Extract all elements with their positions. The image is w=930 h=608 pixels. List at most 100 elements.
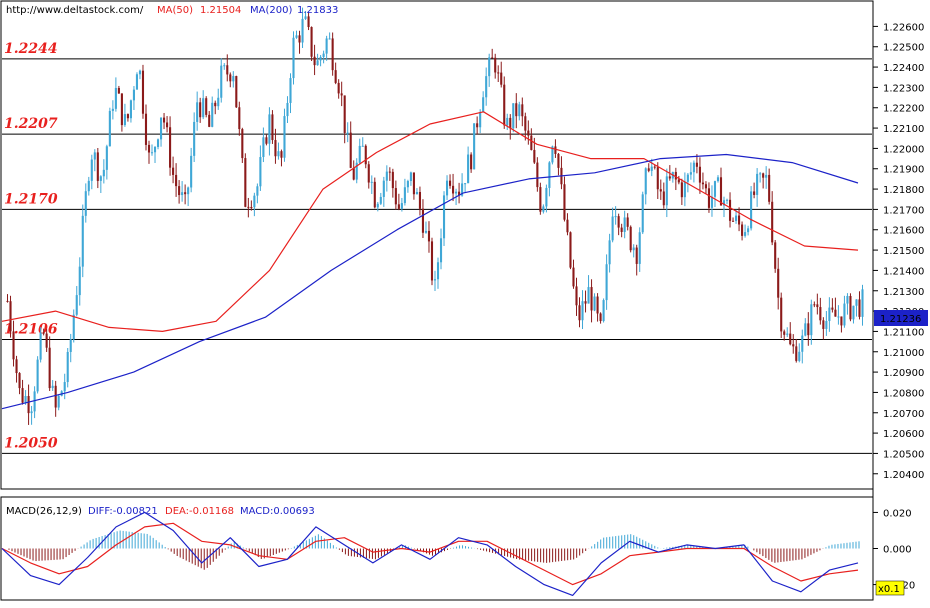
candle [738,207,741,232]
candle [674,167,677,191]
candle [650,158,653,177]
price-tick-label-15: 1.21100 [883,327,924,338]
candle [226,54,229,82]
candle [683,172,686,207]
candle [412,172,415,200]
candle [391,168,394,198]
price-tick-label-6: 1.22000 [883,144,924,155]
candle [316,53,319,66]
candle [75,286,78,317]
macd-tick-label-1: 0.000 [883,545,912,556]
candle [289,73,292,114]
candle [277,142,280,160]
candle [301,7,304,48]
candle [169,116,172,176]
ma200-line [1,153,859,410]
candle [698,157,701,194]
candle [575,277,578,316]
candle [572,259,575,289]
candle [307,12,310,31]
candle [319,55,322,67]
candle [783,329,786,341]
candle [458,182,461,204]
candle [722,196,726,218]
price-tick-label-1: 1.22500 [883,43,924,54]
candle [364,144,367,169]
candle [596,293,599,322]
candle [765,166,768,189]
candle [725,198,729,205]
price-tick-label-7: 1.21900 [883,165,924,176]
macd-series [1,511,860,596]
candle [831,298,834,313]
candle [343,95,346,144]
candle [328,32,331,40]
candles [6,7,864,425]
candle [581,290,584,330]
candle [229,72,232,88]
candle [861,284,864,326]
candle [548,161,551,197]
candle [138,69,142,80]
candle [461,173,464,197]
candle [111,100,114,120]
candle [503,76,506,129]
price-tick-label-2: 1.22400 [883,63,924,74]
candle [421,199,425,238]
candle [187,186,190,207]
candle [512,103,515,133]
candle [352,160,355,181]
candle [620,223,623,238]
candle [566,213,569,236]
candle [611,207,614,243]
candle [734,209,738,224]
candle [557,152,560,176]
candle [129,99,132,123]
candle [220,58,223,103]
candle [731,217,735,222]
candle [84,183,87,223]
candle [506,113,509,131]
candle [470,152,473,173]
candle [238,101,241,136]
candle [409,171,412,186]
candle [196,91,199,131]
candle [99,175,102,194]
candle [340,81,343,107]
candle [322,50,325,64]
candle [193,112,196,162]
macd-diff-label: DIFF:-0.00821 [88,506,158,517]
last-price-marker [874,310,928,326]
candle [358,138,361,165]
candle [828,297,831,332]
macd-scale-badge-label: x0.1 [878,584,900,595]
candle [482,91,485,113]
candle [822,317,825,340]
candle [54,380,57,417]
candle [120,93,123,132]
candle [313,44,316,76]
candle [644,167,647,205]
candle [554,139,557,158]
candle [178,180,181,204]
candle [268,107,271,156]
level-label-1: 1.2207 [4,116,58,132]
candle [442,191,446,246]
candle [126,113,129,122]
candle [241,127,244,164]
candle [771,191,774,246]
candle [6,294,9,303]
candle [30,405,33,425]
candle [235,75,238,109]
ma50-line [1,111,859,332]
candle [659,179,662,200]
candle [253,192,256,217]
candle [759,171,762,183]
candle [536,157,539,192]
ma50-legend-label: MA(50) [157,5,193,16]
candle [150,144,154,156]
candle [798,343,801,363]
candle [467,146,470,184]
candle [710,185,714,217]
